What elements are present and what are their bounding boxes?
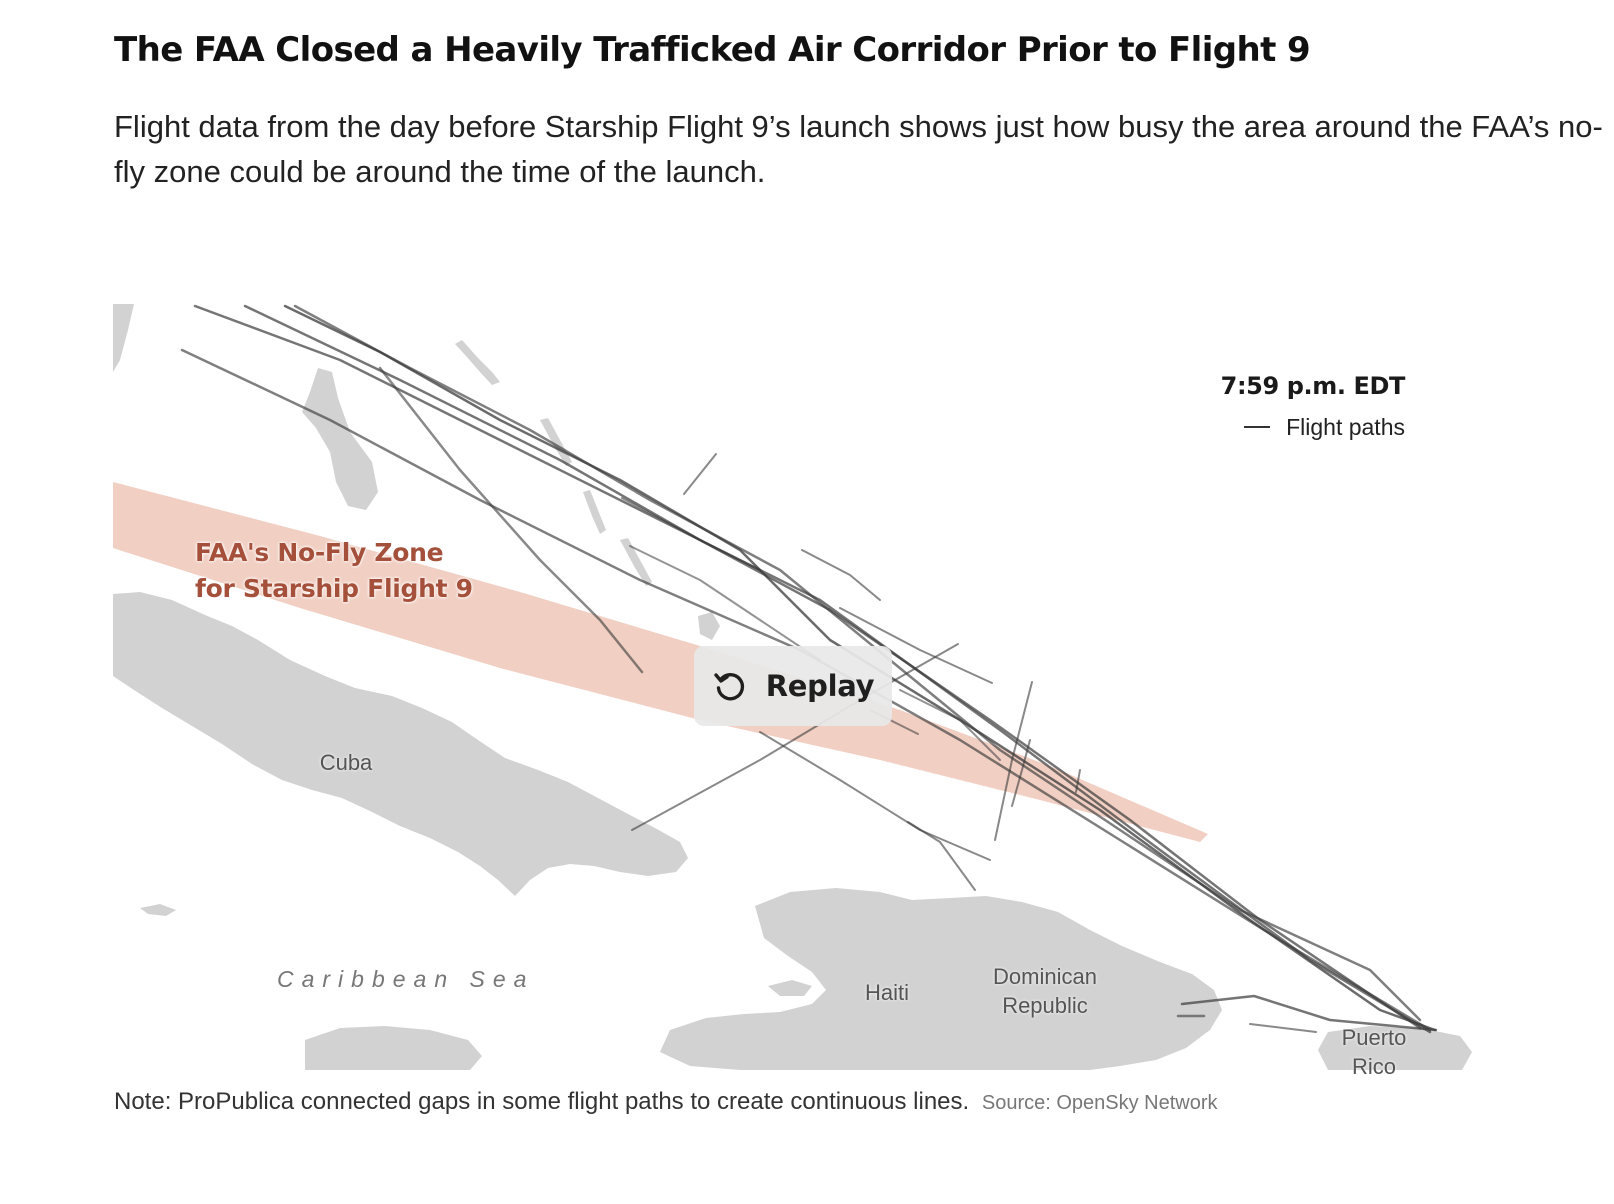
land-exuma [455, 340, 500, 385]
headline: The FAA Closed a Heavily Trafficked Air … [114, 30, 1311, 70]
flight-path [629, 545, 821, 661]
flight-map [113, 304, 1473, 1070]
replay-icon [712, 668, 748, 704]
no-fly-zone-label: FAA's No-Fly Zone for Starship Flight 9 [195, 535, 473, 607]
replay-label: Replay [765, 669, 875, 703]
flight-path [839, 607, 993, 684]
land-florida [113, 304, 134, 372]
replay-button[interactable]: Replay [694, 646, 892, 726]
footer-note: Note: ProPublica connected gaps in some … [114, 1088, 1218, 1116]
flight-path [907, 821, 976, 891]
flight-path [621, 497, 761, 571]
land-cat [583, 490, 606, 534]
no-fly-zone [113, 482, 1208, 842]
flight-path [1180, 994, 1438, 1032]
description: Flight data from the day before Starship… [114, 109, 1603, 189]
land-eleuthera [540, 418, 572, 466]
zone-label-line1: FAA's No-Fly Zone [195, 538, 444, 567]
land-longisland [620, 538, 652, 586]
flight-path [899, 689, 1001, 761]
flight-path [283, 304, 1437, 1032]
note-text: Note: ProPublica connected gaps in some … [114, 1088, 970, 1115]
label-dominican-republic: Dominican Republic [970, 962, 1120, 1020]
map-legend: 7:59 p.m. EDT Flight paths [1190, 372, 1406, 441]
legend-flight-paths-label: Flight paths [1286, 414, 1405, 440]
zone-label-line2: for Starship Flight 9 [195, 574, 473, 603]
land-layer [113, 304, 1472, 1070]
label-haiti: Haiti [864, 980, 909, 1005]
label-caribbean-sea: Caribbean Sea [277, 966, 535, 992]
label-puerto-line2: Rico [1351, 1054, 1396, 1079]
label-cuba: Cuba [319, 750, 373, 775]
source-credit: Source: OpenSky Network [981, 1092, 1218, 1114]
flight-path [1011, 739, 1031, 807]
label-puerto-rico: Puerto Rico [1320, 1023, 1428, 1081]
land-juventud [140, 904, 176, 916]
flight-path [801, 549, 881, 601]
land-andros [302, 368, 378, 510]
land-gonave [768, 980, 812, 996]
land-puerto-rico [1318, 1026, 1472, 1070]
label-dominican-line1: Dominican [993, 964, 1097, 989]
flight-path [1249, 1023, 1317, 1033]
label-puerto-line1: Puerto [1341, 1025, 1407, 1050]
flight-path [1075, 769, 1081, 793]
legend-timestamp: 7:59 p.m. EDT [1220, 372, 1406, 400]
flight-path [759, 731, 991, 861]
land-acklins [698, 612, 720, 640]
land-hispaniola [660, 888, 1222, 1070]
flight-path [994, 681, 1033, 841]
flight-path [683, 453, 717, 495]
label-dominican-line2: Republic [1002, 993, 1088, 1018]
flight-path [378, 366, 644, 674]
map-canvas [113, 304, 1472, 1070]
land-jamaica [305, 1026, 482, 1070]
legend-flight-paths: Flight paths [1190, 414, 1405, 441]
flight-path [631, 643, 959, 831]
legend-line-swatch [1244, 425, 1271, 428]
land-cuba [113, 592, 688, 896]
